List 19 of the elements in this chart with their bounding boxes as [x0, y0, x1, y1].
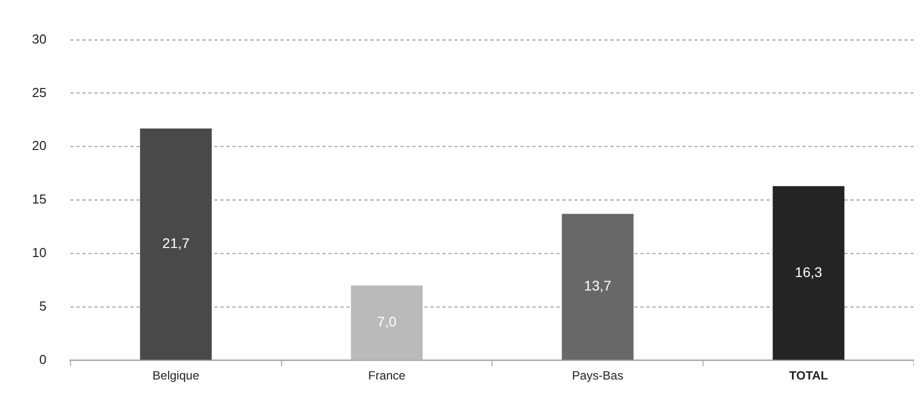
y-tick-label: 0	[39, 352, 46, 367]
x-tick-label: TOTAL	[789, 368, 828, 383]
bar	[140, 128, 212, 360]
y-tick-label: 10	[32, 244, 46, 260]
y-tick-label: 25	[32, 84, 46, 100]
data-label: 7,0	[377, 313, 397, 330]
y-tick-label: 30	[32, 31, 46, 46]
y-tick-label: 15	[32, 192, 46, 207]
data-label: 16,3	[794, 264, 822, 280]
x-tick-label: Pays-Bas	[572, 368, 624, 383]
data-label: 21,7	[162, 234, 190, 251]
y-tick-label: 20	[32, 138, 46, 154]
bar	[350, 285, 423, 360]
bar	[562, 214, 634, 360]
bar	[772, 186, 844, 360]
x-tick-label: France	[368, 368, 406, 383]
y-tick-label: 5	[39, 298, 46, 314]
data-label: 13,7	[584, 278, 612, 294]
x-tick-label: Belgique	[152, 368, 200, 383]
